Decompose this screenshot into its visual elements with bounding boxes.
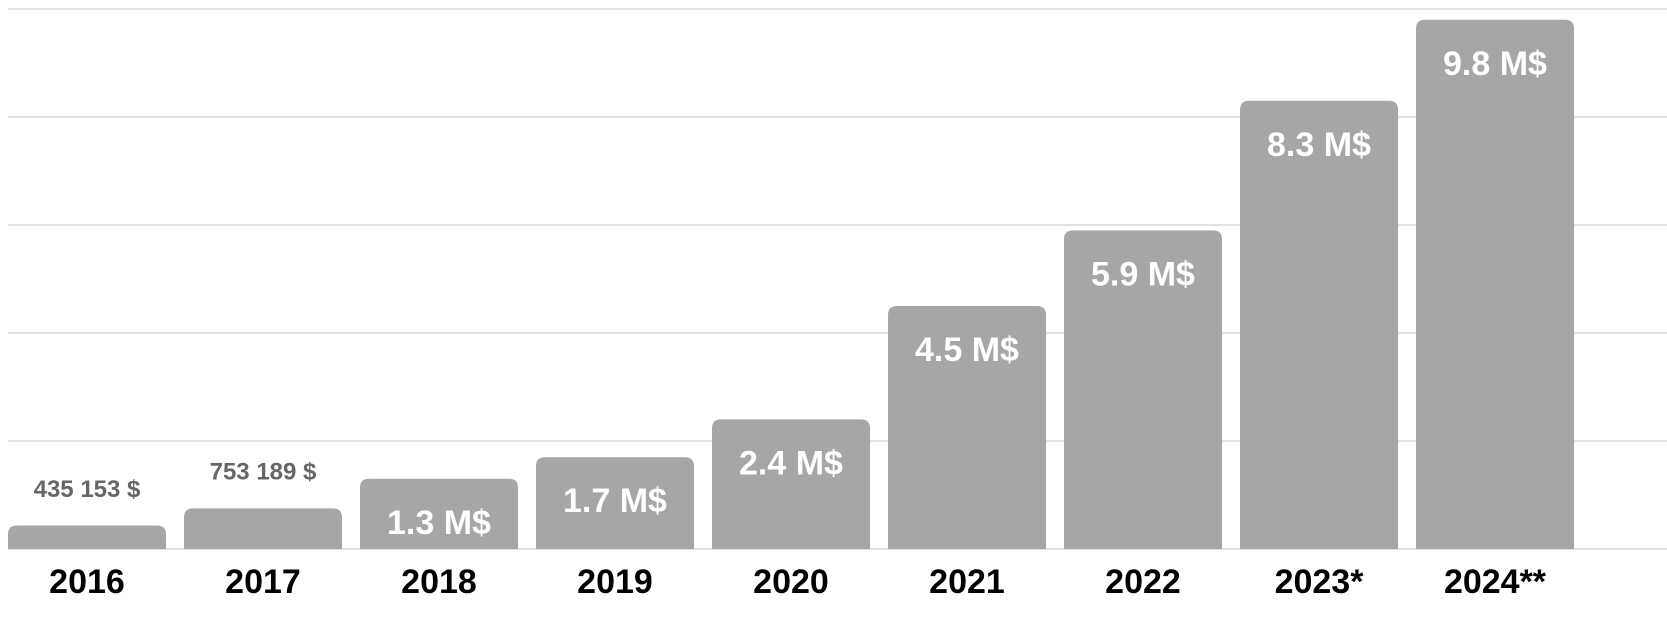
x-tick-label: 2022 — [1105, 563, 1181, 601]
bar — [360, 478, 518, 549]
x-tick-label: 2021 — [929, 563, 1005, 601]
bar — [536, 457, 694, 549]
value-label: 753 189 $ — [210, 459, 317, 486]
value-label: 8.3 M$ — [1267, 126, 1371, 164]
x-tick-label: 2016 — [49, 563, 125, 601]
value-label: 435 153 $ — [34, 476, 141, 503]
bar — [1416, 19, 1574, 550]
x-tick-label: 2020 — [753, 563, 829, 601]
x-tick-label: 2023* — [1275, 563, 1365, 601]
value-label: 1.3 M$ — [387, 504, 491, 542]
bar — [1240, 100, 1398, 550]
value-label: 1.7 M$ — [563, 482, 667, 520]
x-tick-label: 2018 — [401, 563, 477, 601]
x-tick-label: 2024** — [1444, 563, 1547, 601]
bar — [184, 508, 342, 549]
value-label: 5.9 M$ — [1091, 255, 1195, 293]
x-tick-label: 2019 — [577, 563, 653, 601]
bar — [1064, 230, 1222, 549]
x-tick-label: 2017 — [225, 563, 301, 601]
value-label: 9.8 M$ — [1443, 45, 1547, 83]
value-label: 4.5 M$ — [915, 331, 1019, 369]
bar — [888, 306, 1046, 549]
bar — [712, 419, 870, 549]
value-label: 2.4 M$ — [739, 444, 843, 482]
bar — [8, 525, 166, 549]
